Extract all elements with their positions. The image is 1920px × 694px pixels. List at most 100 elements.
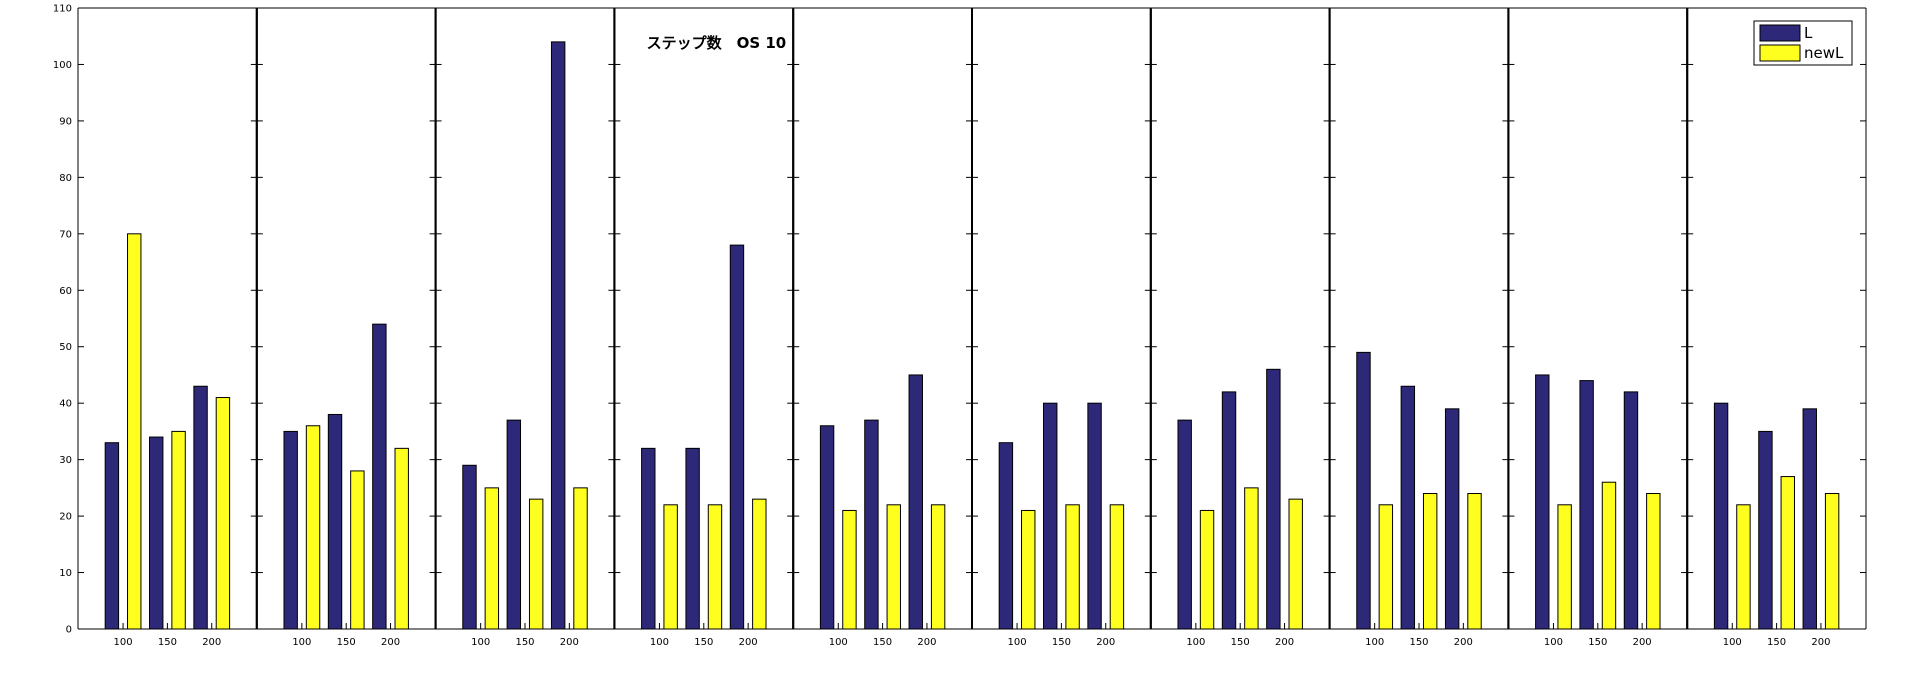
bar-p3-L-100 (462, 464, 477, 630)
x-tick-label-p9-150: 150 (1588, 637, 1607, 648)
bar-p9-L-200 (1623, 391, 1639, 630)
bar-p1-newL-100 (127, 233, 142, 630)
y-tick-label-0: 0 (66, 625, 72, 636)
x-tick-label-p3-200: 200 (560, 637, 579, 648)
x-tick-label-p4-200: 200 (739, 637, 758, 648)
bar-p6-L-100 (998, 442, 1014, 630)
x-tick-label-p7-150: 150 (1231, 637, 1250, 648)
x-tick-label-p7-200: 200 (1275, 637, 1294, 648)
bar-p5-newL-100 (842, 509, 857, 630)
bar-p4-newL-150 (707, 504, 723, 630)
bar-p1-L-200 (193, 385, 208, 630)
bar-p2-L-200 (372, 323, 387, 630)
x-tick-label-p2-150: 150 (337, 637, 356, 648)
bar-p7-L-200 (1266, 368, 1281, 630)
bar-p6-newL-150 (1065, 504, 1080, 630)
bar-p3-L-150 (506, 419, 522, 630)
x-tick-label-p10-100: 100 (1723, 637, 1742, 648)
bar-p2-newL-100 (305, 425, 321, 630)
bar-p8-L-150 (1400, 385, 1416, 630)
legend-label-L: L (1804, 24, 1813, 42)
bar-p1-newL-150 (171, 430, 186, 630)
legend-swatch-L (1759, 24, 1801, 42)
x-tick-label-p2-100: 100 (292, 637, 311, 648)
labels-group: 100 150 200 100 150 200 100 150 200 100 150 200 100 1… (53, 4, 1844, 649)
bar-p3-newL-100 (484, 487, 500, 630)
bar-p4-newL-100 (663, 504, 678, 630)
bar-p7-newL-200 (1288, 498, 1303, 630)
bar-p8-L-100 (1356, 351, 1371, 630)
bar-p3-L-200 (550, 41, 566, 630)
bar-p9-L-100 (1535, 374, 1550, 630)
bar-p2-L-150 (327, 413, 343, 630)
x-tick-label-p6-100: 100 (1008, 637, 1027, 648)
chart-title: ステップ数 OS 10 (647, 34, 787, 52)
bar-p5-newL-200 (930, 504, 946, 630)
bar-p9-newL-100 (1557, 504, 1572, 630)
bar-p7-L-150 (1221, 391, 1237, 630)
bar-p2-newL-200 (394, 447, 409, 630)
bar-p6-newL-100 (1021, 509, 1036, 630)
x-tick-label-p10-200: 200 (1811, 637, 1830, 648)
bar-p7-newL-150 (1244, 487, 1259, 630)
bar-p10-L-200 (1802, 408, 1817, 630)
bar-p9-L-150 (1579, 380, 1594, 630)
bar-p2-L-100 (283, 430, 298, 630)
x-tick-label-p8-200: 200 (1454, 637, 1473, 648)
x-tick-label-p5-200: 200 (917, 637, 936, 648)
x-tick-label-p6-150: 150 (1052, 637, 1071, 648)
bar-p3-newL-200 (573, 487, 588, 630)
x-tick-label-p6-200: 200 (1096, 637, 1115, 648)
bar-p5-newL-150 (886, 504, 901, 630)
bar-p7-L-100 (1177, 419, 1192, 630)
legend-swatch-newL (1759, 44, 1801, 62)
bar-p10-L-100 (1713, 402, 1729, 630)
x-tick-label-p4-100: 100 (650, 637, 669, 648)
bar-p2-newL-150 (350, 470, 365, 630)
bar-p1-L-100 (104, 442, 120, 630)
bar-p8-newL-100 (1378, 504, 1394, 630)
x-tick-label-p8-150: 150 (1409, 637, 1428, 648)
bar-p9-newL-150 (1601, 481, 1617, 630)
bar-p5-L-150 (864, 419, 879, 630)
x-tick-label-p4-150: 150 (694, 637, 713, 648)
bar-p5-L-100 (819, 425, 835, 630)
x-tick-label-p1-200: 200 (202, 637, 221, 648)
bar-p8-newL-150 (1422, 493, 1438, 630)
x-tick-label-p9-100: 100 (1544, 637, 1563, 648)
bar-p5-L-200 (908, 374, 923, 630)
bar-p6-L-150 (1043, 402, 1058, 630)
y-tick-label-40: 40 (59, 399, 72, 410)
y-tick-label-50: 50 (59, 342, 72, 353)
y-tick-label-80: 80 (59, 173, 72, 184)
bar-p4-newL-200 (752, 498, 767, 630)
bar-p6-L-200 (1087, 402, 1102, 630)
bar-p8-L-200 (1444, 408, 1460, 630)
x-tick-label-p2-200: 200 (381, 637, 400, 648)
x-tick-label-p9-200: 200 (1633, 637, 1652, 648)
y-tick-label-90: 90 (59, 116, 72, 127)
x-tick-label-p10-150: 150 (1767, 637, 1786, 648)
bar-p8-newL-200 (1467, 493, 1482, 630)
y-tick-label-30: 30 (59, 455, 72, 466)
bar-p10-newL-100 (1736, 504, 1751, 630)
y-tick-label-20: 20 (59, 512, 72, 523)
x-tick-label-p8-100: 100 (1365, 637, 1384, 648)
bar-p1-newL-200 (215, 397, 231, 630)
legend-label-newL: newL (1804, 44, 1844, 62)
bar-p4-L-100 (641, 447, 656, 630)
bar-p10-newL-150 (1780, 476, 1795, 630)
axes-group (77, 7, 1867, 630)
y-tick-label-110: 110 (53, 4, 72, 15)
x-tick-label-p1-150: 150 (158, 637, 177, 648)
y-tick-label-70: 70 (59, 229, 72, 240)
bar-p6-newL-200 (1109, 504, 1125, 630)
bar-p1-L-150 (149, 436, 164, 630)
bar-p9-newL-200 (1646, 493, 1661, 630)
x-tick-label-p3-150: 150 (515, 637, 534, 648)
bar-p4-L-150 (685, 447, 700, 630)
x-tick-label-p7-100: 100 (1186, 637, 1205, 648)
bar-p10-newL-200 (1824, 493, 1840, 630)
bar-p10-L-150 (1758, 430, 1773, 630)
